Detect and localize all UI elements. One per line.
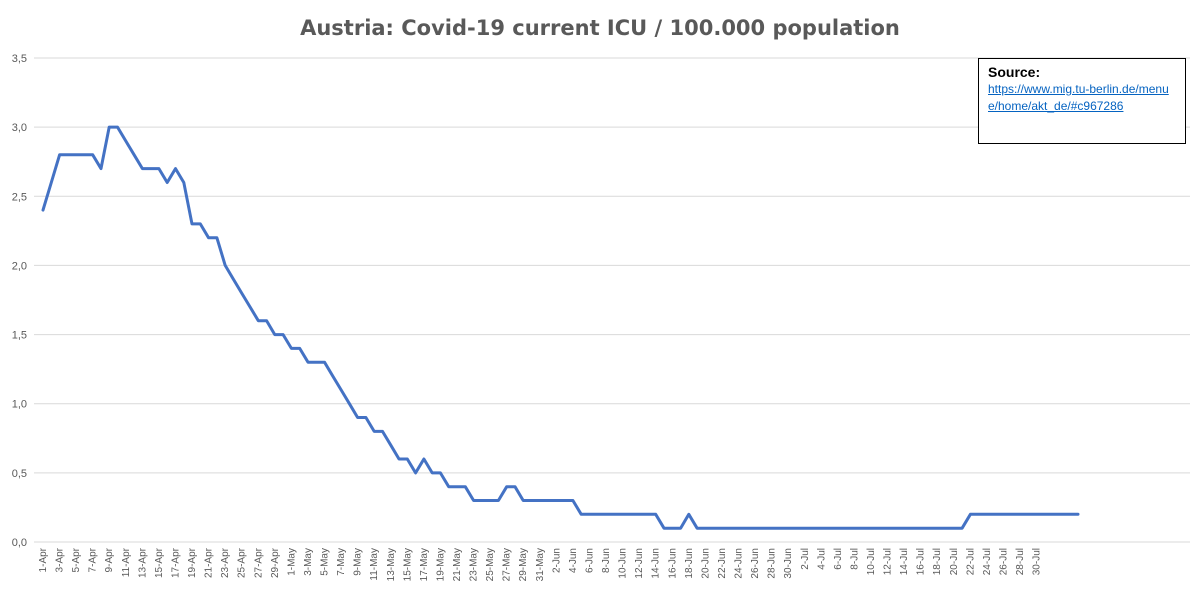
x-tick-label: 15-May xyxy=(402,548,413,581)
x-tick-label: 17-May xyxy=(419,548,430,581)
x-tick-label: 26-Jun xyxy=(750,548,761,579)
x-tick-label: 8-Jul xyxy=(849,548,860,570)
x-tick-label: 18-Jul xyxy=(932,548,943,575)
x-tick-label: 12-Jul xyxy=(883,548,894,575)
x-tick-label: 30-Jun xyxy=(783,548,794,579)
y-tick-label: 3,5 xyxy=(12,53,27,65)
x-tick-label: 16-Jun xyxy=(667,548,678,579)
y-tick-label: 1,0 xyxy=(12,399,27,411)
x-tick-label: 22-Jul xyxy=(965,548,976,575)
x-tick-label: 6-Jun xyxy=(584,548,595,573)
x-tick-label: 4-Jun xyxy=(568,548,579,573)
x-tick-label: 14-Jul xyxy=(899,548,910,575)
source-title: Source: xyxy=(988,64,1041,80)
series-layer xyxy=(41,125,1080,530)
x-tick-label: 26-Jul xyxy=(998,548,1009,575)
x-tick-label: 13-Apr xyxy=(137,547,148,578)
y-tick-label: 0,0 xyxy=(12,537,27,549)
x-tick-label: 31-May xyxy=(535,548,546,581)
x-tick-label: 17-Apr xyxy=(170,547,181,578)
x-tick-label: 10-Jun xyxy=(618,548,629,579)
x-axis-ticks: 1-Apr 3-Apr 5-Apr 7-Apr 9-Apr 11-Apr 13-Apr 15-… xyxy=(38,547,1043,581)
y-tick-label: 0,5 xyxy=(12,468,27,480)
x-tick-label: 24-Jun xyxy=(734,548,745,579)
x-tick-label: 7-Apr xyxy=(88,547,99,572)
source-box: Source: https://www.mig.tu-berlin.de/men… xyxy=(978,58,1186,144)
x-tick-label: 25-May xyxy=(485,548,496,581)
x-tick-label: 9-Apr xyxy=(104,547,115,572)
chart-title: Austria: Covid-19 current ICU / 100.000 … xyxy=(300,16,900,40)
y-tick-label: 2,0 xyxy=(12,260,27,272)
x-tick-label: 18-Jun xyxy=(684,548,695,579)
x-tick-label: 3-May xyxy=(303,548,314,576)
x-tick-label: 29-May xyxy=(518,548,529,581)
y-tick-label: 2,5 xyxy=(12,191,27,203)
y-tick-label: 1,5 xyxy=(12,330,27,342)
x-tick-label: 25-Apr xyxy=(237,547,248,578)
x-tick-label: 16-Jul xyxy=(916,548,927,575)
x-tick-label: 23-Apr xyxy=(220,547,231,578)
x-tick-label: 14-Jun xyxy=(651,548,662,579)
x-tick-label: 5-Apr xyxy=(71,547,82,572)
x-tick-label: 29-Apr xyxy=(270,547,281,578)
x-tick-label: 1-Apr xyxy=(38,547,49,572)
x-tick-label: 27-May xyxy=(502,548,513,581)
x-tick-label: 6-Jul xyxy=(833,548,844,570)
x-tick-label: 19-Apr xyxy=(187,547,198,578)
x-tick-label: 3-Apr xyxy=(55,547,66,572)
x-tick-label: 7-May xyxy=(336,548,347,576)
x-tick-label: 2-Jun xyxy=(551,548,562,573)
series-line-0 xyxy=(41,125,1080,530)
x-tick-label: 21-Apr xyxy=(204,547,215,578)
x-tick-label: 28-Jun xyxy=(767,548,778,579)
x-tick-label: 11-May xyxy=(369,548,380,581)
y-tick-label: 3,0 xyxy=(12,122,27,134)
x-tick-label: 15-Apr xyxy=(154,547,165,578)
x-tick-label: 20-Jun xyxy=(700,548,711,579)
x-tick-label: 1-May xyxy=(286,548,297,576)
x-tick-label: 13-May xyxy=(386,548,397,581)
x-tick-label: 2-Jul xyxy=(800,548,811,570)
x-tick-label: 10-Jul xyxy=(866,548,877,575)
x-tick-label: 4-Jul xyxy=(816,548,827,570)
x-tick-label: 12-Jun xyxy=(634,548,645,579)
x-tick-label: 27-Apr xyxy=(253,547,264,578)
x-tick-label: 11-Apr xyxy=(121,547,132,577)
x-tick-label: 9-May xyxy=(353,548,364,576)
x-tick-label: 19-May xyxy=(435,548,446,581)
y-axis-ticks: 0,0 0,5 1,0 1,5 2,0 2,5 3,0 3,5 xyxy=(12,53,27,549)
x-tick-label: 5-May xyxy=(320,548,331,576)
x-tick-label: 30-Jul xyxy=(1032,548,1043,575)
x-tick-label: 24-Jul xyxy=(982,548,993,575)
x-tick-label: 28-Jul xyxy=(1015,548,1026,575)
x-tick-label: 8-Jun xyxy=(601,548,612,573)
x-tick-label: 22-Jun xyxy=(717,548,728,579)
x-tick-label: 20-Jul xyxy=(949,548,960,575)
source-link[interactable]: https://www.mig.tu-berlin.de/menue/home/… xyxy=(988,82,1169,113)
x-tick-label: 21-May xyxy=(452,548,463,581)
x-tick-label: 23-May xyxy=(469,548,480,581)
